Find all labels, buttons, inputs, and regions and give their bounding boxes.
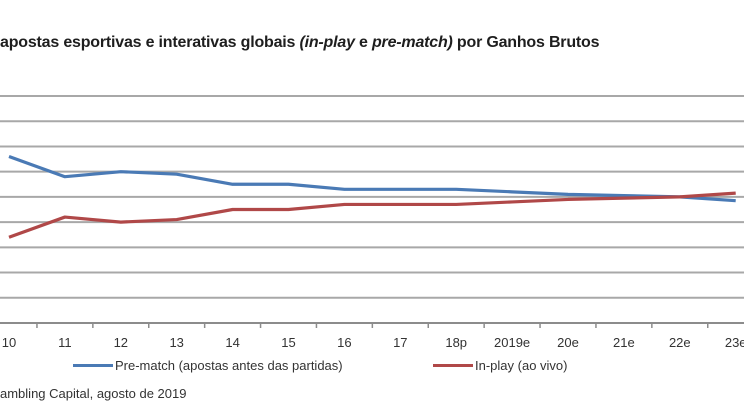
- title-text-e: e: [354, 34, 372, 51]
- legend-label-prematch: Pre-match (apostas antes das partidas): [115, 358, 343, 373]
- series-line-inplay: [8, 191, 736, 239]
- legend-swatch-prematch: [73, 364, 113, 367]
- x-tick-label: 22e: [669, 335, 691, 350]
- x-tick-label: 17: [393, 335, 407, 350]
- x-tick-label: 15: [281, 335, 295, 350]
- x-tick-label: 23e: [725, 335, 744, 350]
- x-tick-label: 2019e: [494, 335, 530, 350]
- title-text: apostas esportivas e interativas globais: [0, 34, 300, 51]
- series-line-prematch: [8, 155, 736, 203]
- source-note: ambling Capital, agosto de 2019: [0, 386, 187, 401]
- chart-title: apostas esportivas e interativas globais…: [0, 34, 600, 52]
- x-tick-label: 14: [225, 335, 239, 350]
- title-italic-inplay: (in-play: [299, 34, 355, 51]
- x-tick-label: 21e: [613, 335, 635, 350]
- legend-item-prematch: Pre-match (apostas antes das partidas): [73, 358, 343, 373]
- x-tick-label: 10: [2, 335, 16, 350]
- title-text-end: por Ganhos Brutos: [452, 34, 600, 51]
- x-tick-label: 16: [337, 335, 351, 350]
- legend-swatch-inplay: [433, 364, 473, 367]
- legend-item-inplay: In-play (ao vivo): [433, 358, 567, 373]
- x-tick-label: 13: [169, 335, 183, 350]
- x-tick-label: 12: [114, 335, 128, 350]
- title-italic-prematch: pre-match): [371, 34, 453, 51]
- x-tick-label: 18p: [445, 335, 467, 350]
- x-tick-label: 20e: [557, 335, 579, 350]
- legend-label-inplay: In-play (ao vivo): [475, 358, 568, 373]
- x-tick-label: 11: [58, 335, 72, 350]
- legend: Pre-match (apostas antes das partidas) I…: [0, 358, 744, 376]
